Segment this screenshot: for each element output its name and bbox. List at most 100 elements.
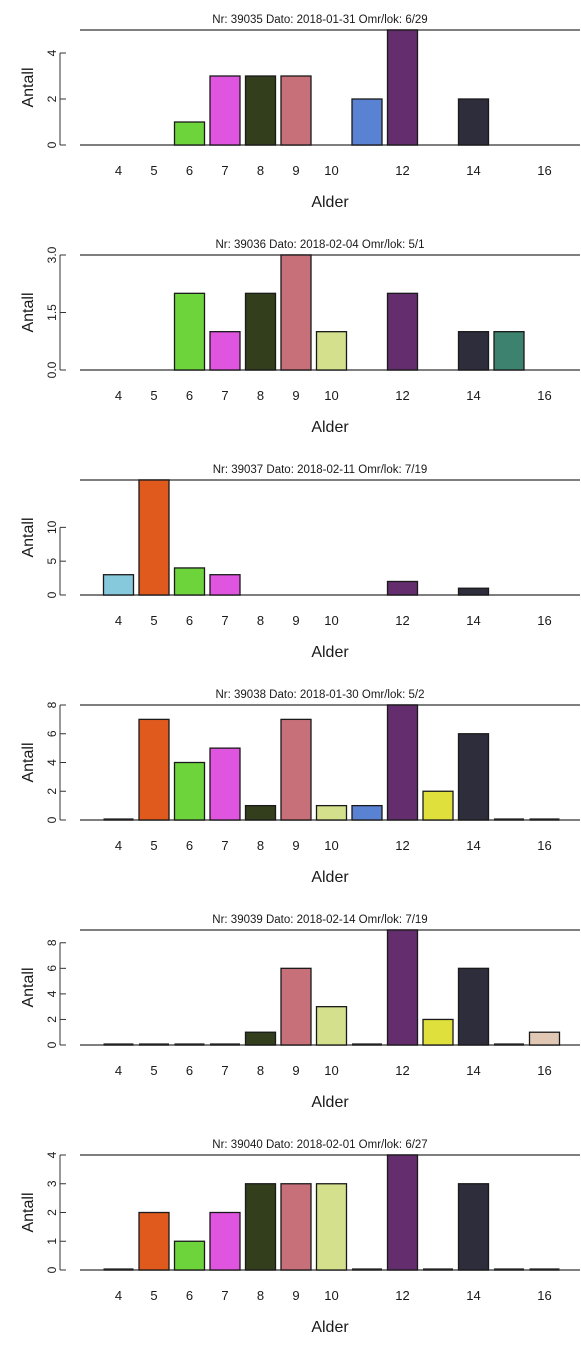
age-chart-6: Nr: 39040 Dato: 2018-02-01 Omr/lok: 6/27… bbox=[20, 1139, 580, 1336]
x-tick-label: 7 bbox=[221, 388, 228, 403]
x-tick-label: 16 bbox=[537, 838, 551, 853]
bar-age-14 bbox=[457, 331, 490, 371]
x-tick-label: 9 bbox=[292, 1063, 299, 1078]
bar-age-7 bbox=[209, 75, 241, 146]
y-tick-label: 10 bbox=[45, 520, 59, 534]
x-tick-label: 5 bbox=[150, 613, 157, 628]
x-tick-label: 6 bbox=[186, 1288, 193, 1303]
y-axis-label: Antall bbox=[20, 742, 37, 782]
x-axis-label: Alder bbox=[311, 1094, 349, 1111]
x-tick-label: 6 bbox=[186, 838, 193, 853]
x-tick-label: 8 bbox=[257, 1063, 264, 1078]
bar-age-9 bbox=[280, 1183, 312, 1271]
y-tick-label: 6 bbox=[45, 730, 59, 737]
x-axis-label: Alder bbox=[311, 644, 349, 661]
y-tick-label: 4 bbox=[45, 1151, 59, 1158]
bar-age-8 bbox=[244, 75, 277, 146]
x-tick-label: 16 bbox=[537, 613, 551, 628]
bar-age-7 bbox=[209, 1211, 241, 1271]
y-tick-label: 6 bbox=[45, 965, 59, 972]
x-tick-label: 7 bbox=[221, 163, 228, 178]
chart-title: Nr: 39039 Dato: 2018-02-14 Omr/lok: 7/19 bbox=[212, 914, 427, 926]
age-chart-4: Nr: 39038 Dato: 2018-01-30 Omr/lok: 5/2 0… bbox=[20, 689, 580, 886]
bar-age-10 bbox=[315, 1183, 348, 1271]
x-tick-label: 14 bbox=[466, 388, 480, 403]
x-tick-label: 6 bbox=[186, 388, 193, 403]
bar-age-14 bbox=[457, 733, 490, 821]
x-tick-label: 16 bbox=[537, 1288, 551, 1303]
bar-age-11 bbox=[351, 804, 383, 821]
x-tick-label: 16 bbox=[537, 163, 551, 178]
age-chart-5: Nr: 39039 Dato: 2018-02-14 Omr/lok: 7/19… bbox=[20, 914, 580, 1111]
x-tick-label: 10 bbox=[324, 613, 338, 628]
y-tick-label: 1 bbox=[45, 1238, 59, 1245]
x-tick-label: 12 bbox=[395, 388, 409, 403]
chart-title: Nr: 39038 Dato: 2018-01-30 Omr/lok: 5/2 bbox=[215, 689, 424, 701]
y-axis-label: Antall bbox=[20, 1192, 37, 1232]
bar-age-12 bbox=[386, 704, 419, 821]
x-tick-label: 4 bbox=[115, 1288, 122, 1303]
x-tick-label: 9 bbox=[292, 613, 299, 628]
x-tick-label: 5 bbox=[150, 163, 157, 178]
bar-age-7 bbox=[209, 574, 241, 596]
y-tick-label: 0 bbox=[45, 1266, 59, 1273]
x-tick-label: 7 bbox=[221, 838, 228, 853]
bar-age-15 bbox=[493, 331, 525, 371]
bar-age-6 bbox=[173, 121, 206, 146]
y-tick-label: 2 bbox=[45, 1209, 59, 1216]
x-tick-label: 12 bbox=[395, 163, 409, 178]
bar-age-13 bbox=[422, 1018, 454, 1046]
y-tick-label: 5 bbox=[45, 558, 59, 565]
y-tick-label: 0.0 bbox=[45, 361, 59, 378]
x-tick-label: 8 bbox=[257, 1288, 264, 1303]
x-tick-label: 5 bbox=[150, 388, 157, 403]
chart-title: Nr: 39037 Dato: 2018-02-11 Omr/lok: 7/19 bbox=[213, 464, 428, 476]
y-tick-label: 0 bbox=[45, 816, 59, 823]
y-tick-label: 2 bbox=[45, 95, 59, 102]
x-axis-label: Alder bbox=[311, 419, 349, 436]
y-axis-label: Antall bbox=[20, 67, 37, 107]
chart-title: Nr: 39040 Dato: 2018-02-01 Omr/lok: 6/27 bbox=[212, 1139, 427, 1151]
x-tick-label: 14 bbox=[466, 613, 480, 628]
bar-age-8 bbox=[244, 1031, 277, 1046]
x-tick-label: 12 bbox=[395, 1063, 409, 1078]
x-tick-label: 4 bbox=[115, 163, 122, 178]
bar-age-12 bbox=[386, 929, 419, 1046]
x-tick-label: 16 bbox=[537, 1063, 551, 1078]
bar-age-16 bbox=[528, 1031, 561, 1046]
x-tick-label: 14 bbox=[466, 1288, 480, 1303]
y-tick-label: 4 bbox=[45, 990, 59, 997]
y-tick-label: 0 bbox=[45, 591, 59, 598]
y-axis-label: Antall bbox=[20, 967, 37, 1007]
x-tick-label: 14 bbox=[466, 1063, 480, 1078]
x-tick-label: 7 bbox=[221, 1063, 228, 1078]
bar-age-11 bbox=[351, 98, 383, 146]
x-tick-label: 12 bbox=[395, 1288, 409, 1303]
x-tick-label: 16 bbox=[537, 388, 551, 403]
bar-age-13 bbox=[422, 790, 454, 821]
x-axis-label: Alder bbox=[311, 194, 349, 211]
bar-age-9 bbox=[280, 75, 312, 146]
bar-age-6 bbox=[173, 1240, 206, 1271]
bar-age-5 bbox=[138, 479, 170, 596]
age-chart-2: Nr: 39036 Dato: 2018-02-04 Omr/lok: 5/1 0… bbox=[20, 239, 580, 436]
bar-age-6 bbox=[173, 761, 206, 821]
bar-age-10 bbox=[315, 1006, 348, 1046]
x-tick-label: 4 bbox=[115, 1063, 122, 1078]
bar-age-9 bbox=[280, 718, 312, 821]
y-tick-label: 4 bbox=[45, 49, 59, 56]
x-tick-label: 9 bbox=[292, 838, 299, 853]
bar-age-14 bbox=[457, 1183, 490, 1271]
chart-title: Nr: 39035 Dato: 2018-01-31 Omr/lok: 6/29 bbox=[212, 14, 427, 26]
x-tick-label: 8 bbox=[257, 613, 264, 628]
bar-age-12 bbox=[386, 292, 419, 371]
x-tick-label: 4 bbox=[115, 838, 122, 853]
x-tick-label: 7 bbox=[221, 1288, 228, 1303]
x-tick-label: 4 bbox=[115, 388, 122, 403]
x-tick-label: 8 bbox=[257, 163, 264, 178]
y-tick-label: 0 bbox=[45, 1041, 59, 1048]
x-tick-label: 12 bbox=[395, 838, 409, 853]
bar-age-6 bbox=[173, 567, 206, 596]
bar-age-5 bbox=[138, 1211, 170, 1271]
